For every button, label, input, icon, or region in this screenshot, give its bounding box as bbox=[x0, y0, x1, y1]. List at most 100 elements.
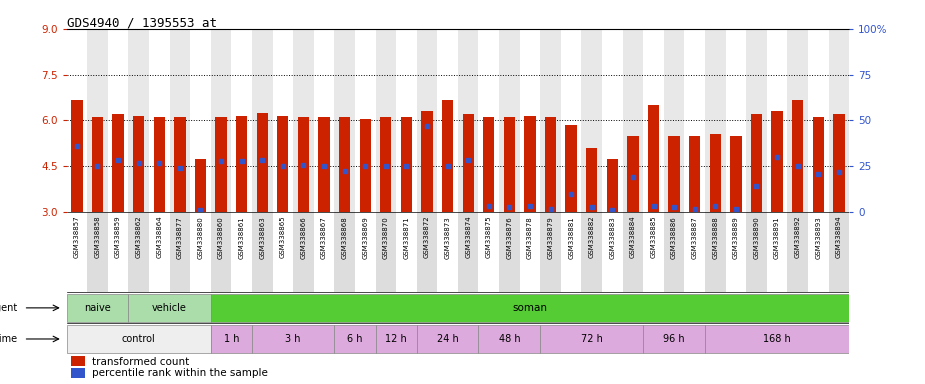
Bar bbox=[623, 212, 643, 292]
Bar bbox=[504, 117, 515, 212]
Bar bbox=[664, 212, 684, 292]
Bar bbox=[169, 212, 191, 292]
Bar bbox=[607, 159, 618, 212]
Bar bbox=[211, 325, 252, 353]
Text: GSM338877: GSM338877 bbox=[177, 216, 183, 258]
Text: 1 h: 1 h bbox=[224, 334, 239, 344]
Text: 24 h: 24 h bbox=[437, 334, 459, 344]
Bar bbox=[643, 29, 664, 212]
Bar bbox=[500, 29, 520, 212]
Text: GSM338883: GSM338883 bbox=[610, 216, 615, 258]
Text: GSM338864: GSM338864 bbox=[156, 216, 162, 258]
Bar bbox=[478, 212, 500, 292]
Bar bbox=[149, 212, 169, 292]
Bar bbox=[211, 29, 231, 212]
Text: GSM338886: GSM338886 bbox=[672, 216, 677, 258]
Bar bbox=[812, 117, 824, 212]
Text: GSM338868: GSM338868 bbox=[341, 216, 348, 258]
Text: GSM338858: GSM338858 bbox=[94, 216, 101, 258]
Bar bbox=[808, 29, 829, 212]
Bar bbox=[360, 119, 371, 212]
Text: GSM338874: GSM338874 bbox=[465, 216, 471, 258]
Bar bbox=[664, 29, 684, 212]
Bar bbox=[725, 29, 746, 212]
Bar bbox=[401, 117, 412, 212]
Text: 6 h: 6 h bbox=[347, 334, 363, 344]
Text: GSM338857: GSM338857 bbox=[74, 216, 80, 258]
Bar bbox=[730, 136, 742, 212]
Bar bbox=[252, 212, 273, 292]
Bar bbox=[540, 29, 561, 212]
Bar bbox=[462, 114, 474, 212]
Bar bbox=[829, 212, 849, 292]
Text: GSM338894: GSM338894 bbox=[836, 216, 842, 258]
Text: GSM338865: GSM338865 bbox=[280, 216, 286, 258]
Text: GSM338890: GSM338890 bbox=[754, 216, 759, 258]
Bar bbox=[561, 29, 582, 212]
Text: GDS4940 / 1395553_at: GDS4940 / 1395553_at bbox=[67, 16, 216, 29]
Bar bbox=[334, 212, 355, 292]
Bar bbox=[211, 212, 231, 292]
Text: control: control bbox=[122, 334, 155, 344]
Text: GSM338871: GSM338871 bbox=[403, 216, 410, 258]
Text: GSM338860: GSM338860 bbox=[218, 216, 224, 258]
Text: 168 h: 168 h bbox=[763, 334, 791, 344]
Bar bbox=[787, 212, 808, 292]
Bar bbox=[67, 325, 211, 353]
Bar bbox=[442, 101, 453, 212]
Bar bbox=[771, 111, 783, 212]
Bar bbox=[273, 29, 293, 212]
Bar bbox=[293, 212, 314, 292]
Bar bbox=[108, 212, 129, 292]
Bar bbox=[211, 294, 849, 322]
Bar bbox=[256, 113, 268, 212]
Bar bbox=[231, 29, 252, 212]
Text: GSM338863: GSM338863 bbox=[259, 216, 265, 258]
Bar bbox=[70, 356, 84, 366]
Text: GSM338881: GSM338881 bbox=[568, 216, 574, 258]
Bar bbox=[545, 117, 556, 212]
Text: naive: naive bbox=[84, 303, 111, 313]
Bar bbox=[808, 212, 829, 292]
Bar bbox=[689, 136, 700, 212]
Bar bbox=[746, 212, 767, 292]
Text: GSM338878: GSM338878 bbox=[527, 216, 533, 258]
Bar bbox=[643, 325, 705, 353]
Text: GSM338872: GSM338872 bbox=[424, 216, 430, 258]
Bar bbox=[67, 29, 87, 212]
Bar bbox=[273, 212, 293, 292]
Bar bbox=[746, 29, 767, 212]
Bar bbox=[278, 116, 289, 212]
Bar bbox=[191, 29, 211, 212]
Bar bbox=[623, 29, 643, 212]
Text: GSM338861: GSM338861 bbox=[239, 216, 244, 258]
Text: GSM338866: GSM338866 bbox=[301, 216, 306, 258]
Bar bbox=[602, 29, 623, 212]
Bar bbox=[376, 212, 396, 292]
Text: GSM338892: GSM338892 bbox=[795, 216, 801, 258]
Bar bbox=[174, 117, 186, 212]
Bar bbox=[787, 29, 808, 212]
Text: GSM338862: GSM338862 bbox=[136, 216, 142, 258]
Bar bbox=[318, 117, 329, 212]
Bar bbox=[648, 105, 660, 212]
Bar bbox=[416, 29, 438, 212]
Bar bbox=[129, 294, 211, 322]
Bar bbox=[540, 325, 643, 353]
Bar bbox=[298, 117, 309, 212]
Bar bbox=[154, 117, 165, 212]
Bar bbox=[87, 29, 108, 212]
Bar bbox=[684, 212, 705, 292]
Text: vehicle: vehicle bbox=[152, 303, 187, 313]
Bar bbox=[586, 148, 598, 212]
Bar bbox=[71, 101, 82, 212]
Bar bbox=[231, 212, 252, 292]
Text: GSM338873: GSM338873 bbox=[445, 216, 450, 258]
Bar bbox=[129, 29, 149, 212]
Text: GSM338867: GSM338867 bbox=[321, 216, 327, 258]
Bar bbox=[602, 212, 623, 292]
Bar bbox=[438, 212, 458, 292]
Text: GSM338870: GSM338870 bbox=[383, 216, 388, 258]
Text: GSM338880: GSM338880 bbox=[197, 216, 204, 258]
Bar bbox=[380, 117, 391, 212]
